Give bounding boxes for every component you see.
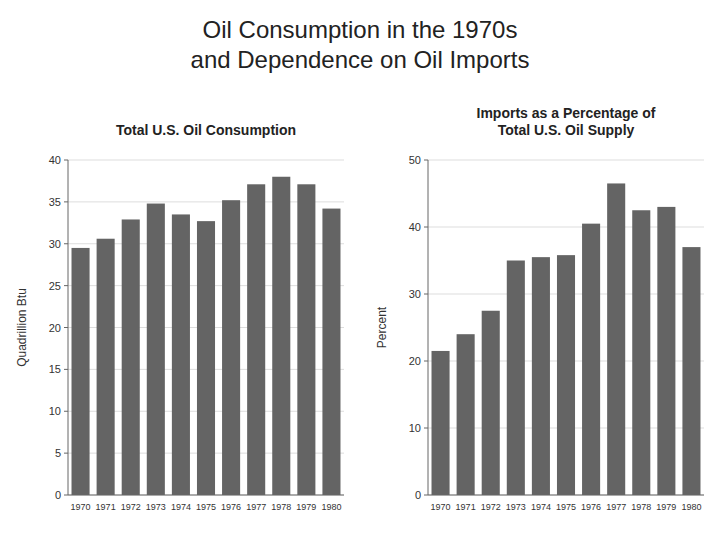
- y-tick: [64, 453, 68, 454]
- bar: [147, 204, 165, 495]
- bar: [682, 247, 700, 495]
- y-tick-label: 0: [415, 489, 421, 501]
- bar: [632, 210, 650, 495]
- y-tick-label: 20: [49, 322, 61, 334]
- bar: [557, 255, 575, 495]
- y-tick-label: 30: [49, 238, 61, 250]
- y-tick: [424, 495, 428, 496]
- bar: [172, 214, 190, 495]
- chart-page: Oil Consumption in the 1970s and Dependen…: [0, 0, 720, 540]
- bar: [222, 200, 240, 495]
- x-tick-label: 1971: [96, 502, 116, 512]
- x-tick-label: 1978: [271, 502, 291, 512]
- y-tick: [64, 369, 68, 370]
- bar: [532, 257, 550, 495]
- y-axis-line: [68, 160, 69, 495]
- x-tick-label: 1977: [606, 502, 626, 512]
- x-tick-label: 1974: [531, 502, 551, 512]
- x-tick-label: 1973: [146, 502, 166, 512]
- y-tick-label: 25: [49, 280, 61, 292]
- chart-title-line: Total U.S. Oil Supply: [498, 122, 635, 138]
- grid-line: [68, 160, 344, 161]
- bar: [247, 184, 265, 495]
- grid-line: [68, 495, 344, 496]
- x-tick-label: 1980: [321, 502, 341, 512]
- x-tick-label: 1972: [481, 502, 501, 512]
- bars: [432, 183, 701, 495]
- bar: [272, 177, 290, 495]
- x-tick-label: 1971: [456, 502, 476, 512]
- chart: Imports as a Percentage ofTotal U.S. Oil…: [375, 105, 704, 512]
- y-tick-label: 40: [49, 154, 61, 166]
- bar: [607, 183, 625, 495]
- x-tick-label: 1970: [71, 502, 91, 512]
- x-tick-label: 1970: [431, 502, 451, 512]
- y-tick: [424, 294, 428, 295]
- x-tick-label: 1978: [631, 502, 651, 512]
- y-tick: [424, 428, 428, 429]
- bar: [72, 248, 90, 495]
- bar: [97, 239, 115, 495]
- y-axis-label: Percent: [375, 306, 389, 348]
- x-tick-label: 1972: [121, 502, 141, 512]
- y-tick: [424, 361, 428, 362]
- x-axis-line: [428, 495, 704, 496]
- bar: [122, 219, 140, 495]
- bar: [197, 221, 215, 495]
- chart-title-line: Imports as a Percentage of: [477, 105, 656, 121]
- bar: [482, 311, 500, 495]
- y-axis-label: Quadrillion Btu: [15, 288, 29, 367]
- y-tick: [64, 160, 68, 161]
- y-tick-label: 20: [409, 355, 421, 367]
- y-tick-label: 0: [55, 489, 61, 501]
- bar: [322, 209, 340, 495]
- y-axis-line: [428, 160, 429, 495]
- x-tick-label: 1977: [246, 502, 266, 512]
- y-tick: [64, 243, 68, 244]
- x-tick-label: 1975: [556, 502, 576, 512]
- grid-line: [428, 160, 704, 161]
- bar: [507, 261, 525, 496]
- chart-title-line: Total U.S. Oil Consumption: [116, 122, 296, 138]
- y-tick: [64, 495, 68, 496]
- x-tick-label: 1974: [171, 502, 191, 512]
- bar: [582, 224, 600, 495]
- y-tick: [424, 160, 428, 161]
- bars: [72, 177, 341, 495]
- x-tick-label: 1976: [581, 502, 601, 512]
- y-tick-label: 10: [409, 422, 421, 434]
- page-title-line: and Dependence on Oil Imports: [191, 46, 530, 73]
- x-tick-label: 1979: [296, 502, 316, 512]
- background: [0, 0, 720, 540]
- x-tick-label: 1975: [196, 502, 216, 512]
- y-tick: [64, 201, 68, 202]
- y-tick-label: 15: [49, 363, 61, 375]
- y-tick-label: 40: [409, 221, 421, 233]
- page-title-line: Oil Consumption in the 1970s: [203, 16, 518, 43]
- y-tick: [64, 327, 68, 328]
- y-tick: [64, 285, 68, 286]
- x-tick-label: 1976: [221, 502, 241, 512]
- chart-title: Imports as a Percentage ofTotal U.S. Oil…: [477, 105, 656, 138]
- y-tick: [424, 227, 428, 228]
- bar: [297, 184, 315, 495]
- chart: Total U.S. Oil Consumption 0 5 10 15 20 25 30 35…: [15, 122, 344, 512]
- bar: [432, 351, 450, 495]
- x-axis-line: [68, 495, 344, 496]
- y-tick: [64, 411, 68, 412]
- x-tick-label: 1973: [506, 502, 526, 512]
- y-tick-label: 10: [49, 405, 61, 417]
- x-tick-label: 1979: [656, 502, 676, 512]
- y-tick-label: 5: [55, 447, 61, 459]
- chart-title: Total U.S. Oil Consumption: [116, 122, 296, 138]
- bar: [657, 207, 675, 495]
- bar: [457, 334, 475, 495]
- y-tick-label: 35: [49, 196, 61, 208]
- y-tick-label: 30: [409, 288, 421, 300]
- page-title: Oil Consumption in the 1970s and Dependen…: [191, 16, 530, 73]
- x-tick-label: 1980: [681, 502, 701, 512]
- y-tick-label: 50: [409, 154, 421, 166]
- grid-line: [428, 495, 704, 496]
